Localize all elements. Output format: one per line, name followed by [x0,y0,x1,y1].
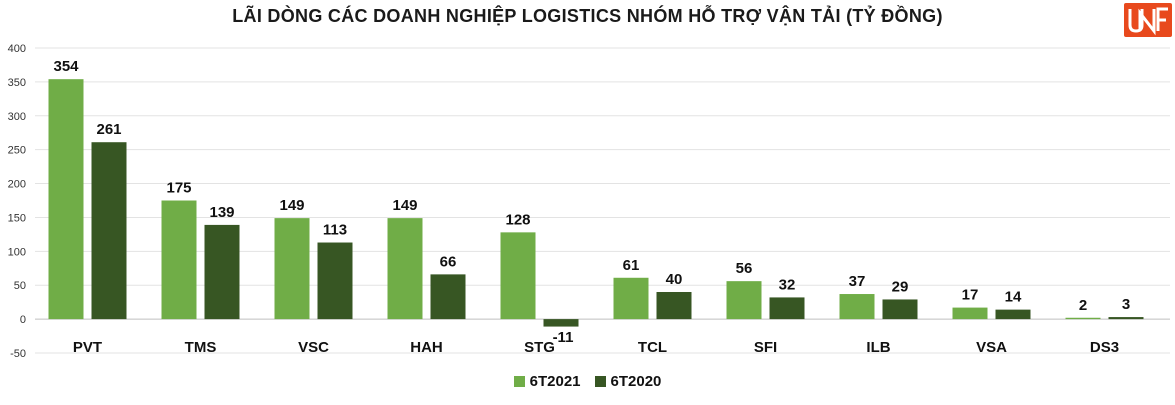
bar-6t2020-stg[interactable] [543,319,579,327]
bar-6t2021-hah[interactable] [387,218,423,320]
data-label: 3 [1122,296,1130,313]
bar-6t2021-sfi[interactable] [726,281,762,320]
bar-6t2021-tcl[interactable] [613,277,649,320]
y-tick-label: 50 [14,280,26,292]
data-label: 17 [962,287,979,304]
y-tick-label: 150 [8,212,26,224]
legend-label-6t2020: 6T2020 [610,373,662,390]
bar-6t2020-vsc[interactable] [317,242,353,320]
data-label: 354 [53,58,79,75]
bar-6t2021-vsa[interactable] [952,307,988,320]
data-label: 66 [440,253,457,270]
chart-legend: 6T2021 6T2020 [0,373,1175,390]
bar-6t2020-hah[interactable] [430,274,466,320]
legend-swatch-6t2020 [594,376,606,387]
bar-6t2021-tms[interactable] [161,200,197,320]
y-tick-label: 0 [20,314,26,326]
legend-item-6t2020[interactable]: 6T2020 [594,373,662,390]
data-label: 128 [505,211,530,228]
bar-6t2020-vsa[interactable] [995,309,1031,320]
data-label: 175 [166,180,191,197]
bar-6t2021-vsc[interactable] [274,218,310,320]
data-label: 40 [666,271,683,288]
data-label: 14 [1005,289,1022,306]
chart-title: LÃI DÒNG CÁC DOANH NGHIỆP LOGISTICS NHÓM… [232,6,943,26]
x-category-label: ILB [866,339,890,356]
bar-6t2020-tcl[interactable] [656,292,692,320]
legend-swatch-6t2021 [513,376,525,387]
bar-6t2021-ilb[interactable] [839,294,875,320]
data-label: 56 [736,260,753,277]
y-tick-label: 300 [8,111,26,123]
x-category-label: STG [524,339,555,356]
data-label: 139 [209,204,234,221]
brand-logo [1124,3,1172,37]
data-label: 149 [279,197,304,214]
legend-label-6t2021: 6T2021 [529,373,581,390]
bar-6t2020-sfi[interactable] [769,297,805,320]
y-tick-label: 400 [8,43,26,55]
x-category-label: HAH [410,339,443,356]
data-label: 37 [849,273,866,290]
x-category-label: VSC [298,339,329,356]
y-tick-label: 350 [8,77,26,89]
y-tick-label: 250 [8,145,26,157]
x-category-label: DS3 [1090,339,1119,356]
bar-6t2021-pvt[interactable] [48,79,84,320]
data-label: 149 [392,197,417,214]
data-label: 113 [323,222,347,239]
bar-6t2020-tms[interactable] [204,224,240,320]
x-category-label: PVT [73,339,102,356]
bar-6t2020-ilb[interactable] [882,299,918,320]
y-tick-label: 100 [8,246,26,258]
y-tick-label: -50 [10,348,26,360]
bar-6t2020-ds3[interactable] [1108,317,1144,320]
x-category-label: TMS [185,339,217,356]
data-label: 32 [779,276,796,293]
bar-6t2021-ds3[interactable] [1065,317,1101,320]
x-category-label: TCL [638,339,667,356]
data-label: -11 [553,329,574,346]
legend-item-6t2021[interactable]: 6T2021 [513,373,581,390]
x-category-label: SFI [754,339,777,356]
data-label: 261 [96,121,121,138]
bar-6t2021-stg[interactable] [500,232,536,320]
data-label: 2 [1079,297,1087,314]
y-tick-label: 200 [8,179,26,191]
x-category-label: VSA [976,339,1007,356]
data-label: 29 [892,278,909,295]
bar-6t2020-pvt[interactable] [91,142,127,320]
data-label: 61 [623,257,640,274]
